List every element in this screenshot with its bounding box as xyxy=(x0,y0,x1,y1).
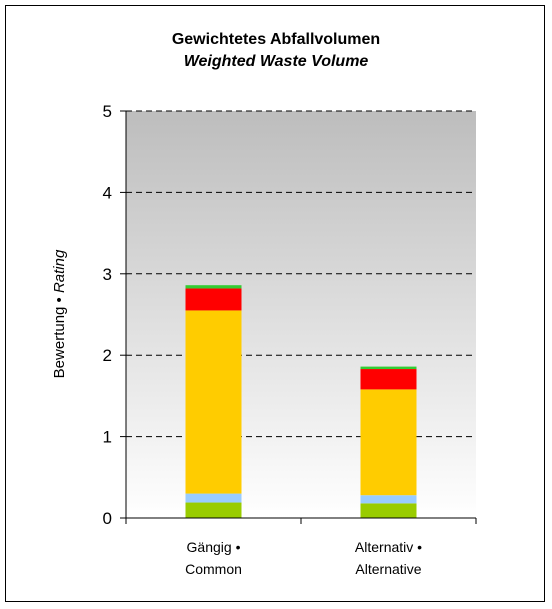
plot-area xyxy=(126,111,476,518)
y-tick-label: 4 xyxy=(103,183,112,202)
y-tick-label: 3 xyxy=(103,265,112,284)
x-category-label-line1: Alternativ • xyxy=(355,539,422,555)
bar-segment xyxy=(360,389,417,496)
bar-segment xyxy=(185,502,242,518)
bar-segment xyxy=(360,369,417,390)
y-axis-label: Bewertung • Rating xyxy=(51,249,68,378)
x-category-label-line2: Alternative xyxy=(355,561,421,577)
y-axis-label-italic: Rating xyxy=(51,249,68,293)
x-category-label-line1: Gängig • xyxy=(187,539,241,555)
chart-subtitle: Weighted Waste Volume xyxy=(184,53,369,70)
bar-segment xyxy=(360,366,417,370)
bar-segment xyxy=(185,493,242,503)
x-category-label-line2: Common xyxy=(185,561,242,577)
y-tick-label: 5 xyxy=(103,102,112,121)
y-axis-label-main: Bewertung • xyxy=(51,293,68,378)
bar-segment xyxy=(360,503,417,518)
chart-frame: Gewichtetes Abfallvolumen Weighted Waste… xyxy=(5,5,545,602)
bar-segment xyxy=(185,288,242,311)
y-tick-label: 1 xyxy=(103,428,112,447)
y-tick-label: 0 xyxy=(103,509,112,528)
y-tick-label: 2 xyxy=(103,346,112,365)
bar-segment xyxy=(185,285,242,289)
chart-svg: Gewichtetes Abfallvolumen Weighted Waste… xyxy=(51,31,477,577)
bar-segment xyxy=(185,310,242,494)
chart-title: Gewichtetes Abfallvolumen xyxy=(172,31,380,48)
bar-segment xyxy=(360,495,417,504)
